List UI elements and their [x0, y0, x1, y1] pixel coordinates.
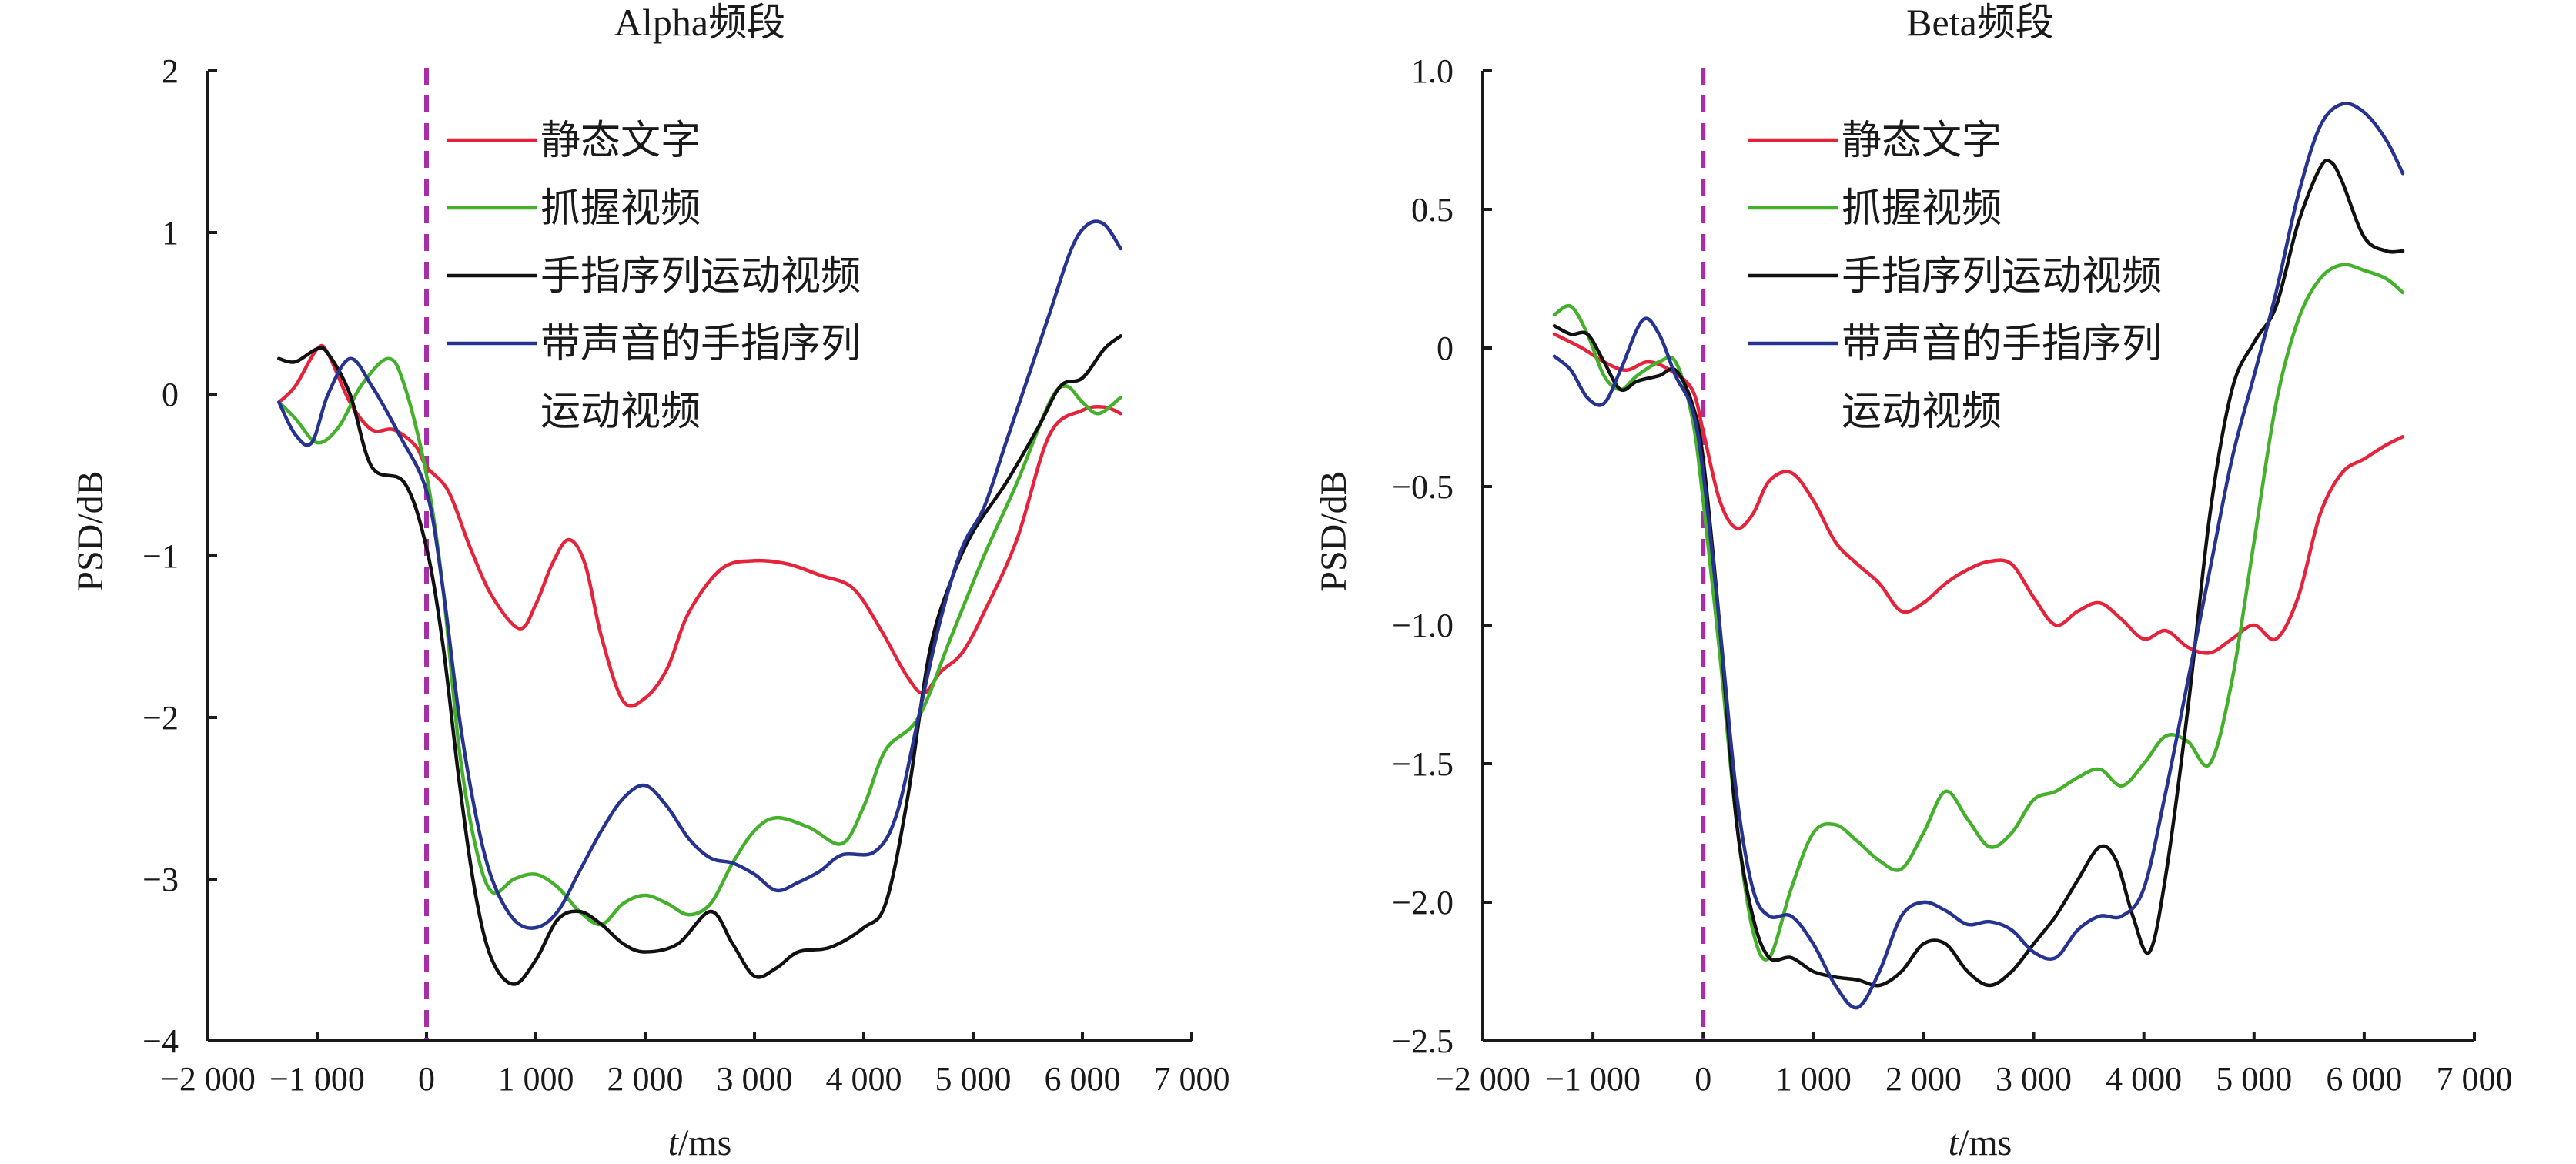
beta-series-lines [1552, 68, 2405, 1041]
beta-x-tick-label: 4 000 [2106, 1060, 2182, 1098]
beta-y-tick-label: 0 [1437, 329, 1454, 367]
alpha-x-tick-label: 2 000 [607, 1060, 684, 1098]
alpha-x-tick-label: −1 000 [269, 1060, 365, 1098]
alpha-series-line-1 [277, 356, 1122, 927]
beta-x-tick-label: 5 000 [2216, 1060, 2292, 1098]
alpha-y-tick-label: −3 [142, 861, 179, 898]
beta-x-tick-label: 0 [1694, 1060, 1711, 1098]
beta-x-axis-unit: /ms [1959, 1122, 2012, 1163]
beta-x-tick-label: 6 000 [2326, 1060, 2402, 1098]
alpha-x-tick-label: 7 000 [1154, 1060, 1230, 1098]
alpha-chart-title: Alpha频段 [614, 1, 785, 44]
alpha-chart: Alpha频段 PSD/dB t/ms −2 000 −1 000 0 1 000 2 … [70, 1, 1230, 1163]
beta-y-tick-label: −2.5 [1392, 1022, 1454, 1060]
alpha-x-tick-label: 0 [418, 1060, 435, 1098]
beta-legend-label: 手指序列运动视频 [1842, 253, 2162, 299]
alpha-y-tick-label: 2 [162, 52, 179, 90]
beta-x-tick-label: 1 000 [1775, 1060, 1852, 1098]
beta-legend-label: 运动视频 [1842, 389, 2002, 435]
beta-x-tick-label: −2 000 [1435, 1060, 1531, 1098]
beta-legend-label: 静态文字 [1842, 118, 2002, 164]
alpha-legend-label: 静态文字 [540, 118, 701, 164]
alpha-x-tick-label: 6 000 [1045, 1060, 1121, 1098]
beta-y-axis-title: PSD/dB [1313, 470, 1354, 591]
beta-x-axis-title: t/ms [1949, 1122, 2012, 1163]
beta-series-line-0 [1552, 332, 2405, 655]
beta-chart: Beta频段 PSD/dB t/ms −2 000 −1 000 0 1 000 2 0… [1313, 1, 2513, 1163]
alpha-y-tick-label: 0 [162, 376, 179, 413]
beta-x-tick-label: −1 000 [1545, 1060, 1641, 1098]
beta-series-line-3 [1552, 102, 2405, 1010]
alpha-y-tick-label: 1 [162, 214, 179, 252]
beta-series-line-1 [1552, 263, 2405, 962]
beta-y-tick-label: 1.0 [1411, 52, 1454, 90]
beta-legend-label: 抓握视频 [1842, 186, 2002, 232]
alpha-legend-label: 运动视频 [540, 389, 701, 435]
alpha-x-axis-var: t [668, 1122, 680, 1163]
beta-legend-label: 带声音的手指序列 [1842, 321, 2162, 367]
alpha-x-tick-label: 4 000 [826, 1060, 902, 1098]
alpha-series-line-3 [277, 219, 1122, 930]
alpha-x-tick-label: 5 000 [935, 1060, 1012, 1098]
alpha-series-line-2 [277, 334, 1122, 986]
beta-ticks: −2 000 −1 000 0 1 000 2 000 3 000 4 000 5 000 6 … [1392, 52, 2512, 1098]
alpha-y-tick-label: −4 [142, 1022, 179, 1060]
alpha-legend-label: 带声音的手指序列 [540, 321, 861, 367]
beta-x-tick-label: 2 000 [1885, 1060, 1962, 1098]
alpha-y-tick-label: −2 [142, 699, 179, 737]
alpha-y-axis-title: PSD/dB [70, 470, 111, 591]
beta-y-tick-label: 0.5 [1411, 191, 1454, 229]
alpha-ticks: −2 000 −1 000 0 1 000 2 000 3 000 4 000 5 000 6 … [142, 52, 1229, 1098]
alpha-series-lines [277, 68, 1122, 1041]
beta-y-tick-label: −1.0 [1392, 607, 1454, 644]
alpha-x-axis-unit: /ms [678, 1122, 731, 1163]
beta-y-tick-label: −2.0 [1392, 884, 1454, 922]
alpha-y-tick-label: −1 [142, 537, 179, 575]
alpha-x-tick-label: 3 000 [717, 1060, 793, 1098]
beta-x-tick-label: 7 000 [2437, 1060, 2513, 1098]
alpha-x-tick-label: 1 000 [498, 1060, 574, 1098]
alpha-legend-label: 手指序列运动视频 [540, 253, 861, 299]
beta-x-axis-var: t [1949, 1122, 1960, 1163]
beta-chart-title: Beta频段 [1906, 1, 2054, 44]
beta-x-tick-label: 3 000 [1996, 1060, 2072, 1098]
alpha-x-tick-label: −2 000 [160, 1060, 256, 1098]
alpha-series-line-0 [277, 343, 1122, 708]
alpha-x-axis-title: t/ms [668, 1122, 732, 1163]
alpha-legend-label: 抓握视频 [540, 186, 701, 232]
beta-y-tick-label: −1.5 [1392, 745, 1454, 783]
beta-y-tick-label: −0.5 [1392, 468, 1454, 506]
